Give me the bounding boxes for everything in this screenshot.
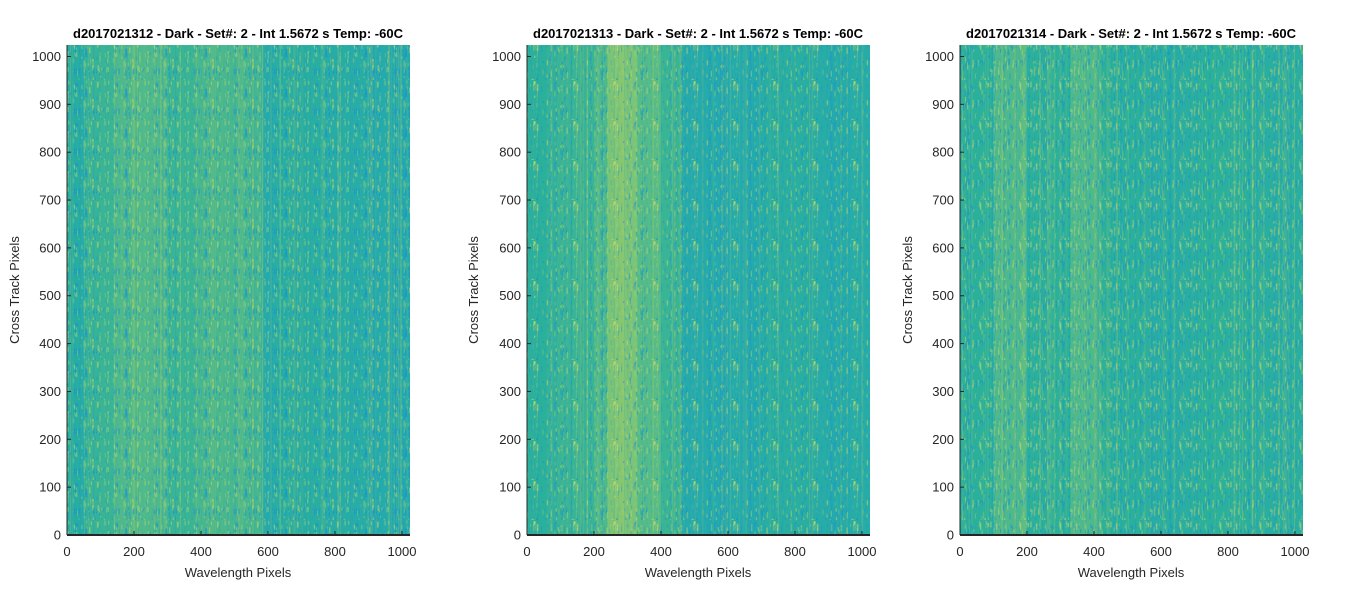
y-tick-label: 300	[932, 384, 954, 399]
y-tick-label: 100	[39, 480, 61, 495]
y-tick-label: 600	[932, 240, 954, 255]
x-tick-label: 400	[1083, 544, 1105, 559]
panel-2-plot-area	[526, 45, 870, 536]
heatmap-noise	[960, 45, 1303, 535]
panel-3-x-ticks: 0 200 400 600 800 1000	[956, 531, 1309, 559]
panel-1-x-axis-label: Wavelength Pixels	[185, 565, 292, 580]
y-tick-label: 100	[499, 480, 521, 495]
panel-2: d2017021313 - Dark - Set#: 2 - Int 1.567…	[466, 26, 876, 580]
x-tick-label: 800	[1217, 544, 1239, 559]
y-tick-label: 600	[39, 240, 61, 255]
x-tick-label: 1000	[848, 544, 877, 559]
panel-2-x-axis-label: Wavelength Pixels	[645, 565, 752, 580]
y-tick-label: 1000	[492, 49, 521, 64]
y-tick-label: 1000	[32, 49, 61, 64]
y-tick-label: 200	[499, 432, 521, 447]
panel-2-title: d2017021313 - Dark - Set#: 2 - Int 1.567…	[533, 26, 864, 41]
x-tick-label: 400	[190, 544, 212, 559]
x-tick-label: 200	[583, 544, 605, 559]
panel-3: d2017021314 - Dark - Set#: 2 - Int 1.567…	[900, 26, 1309, 580]
y-tick-label: 1000	[925, 49, 954, 64]
y-tick-label: 100	[932, 480, 954, 495]
y-tick-label: 200	[932, 432, 954, 447]
y-tick-label: 900	[499, 97, 521, 112]
panel-3-y-axis-label: Cross Track Pixels	[900, 236, 915, 344]
x-tick-label: 1000	[388, 544, 417, 559]
y-tick-label: 0	[947, 528, 954, 543]
x-tick-label: 600	[257, 544, 279, 559]
x-tick-label: 0	[956, 544, 963, 559]
y-tick-label: 800	[932, 145, 954, 160]
y-tick-label: 600	[499, 240, 521, 255]
x-tick-label: 600	[717, 544, 739, 559]
y-tick-label: 0	[54, 528, 61, 543]
x-tick-label: 400	[650, 544, 672, 559]
x-tick-label: 200	[1016, 544, 1038, 559]
panel-3-plot-area	[959, 45, 1303, 536]
x-tick-label: 0	[63, 544, 70, 559]
y-tick-label: 900	[932, 97, 954, 112]
panel-2-y-axis-label: Cross Track Pixels	[466, 236, 481, 344]
panel-3-title: d2017021314 - Dark - Set#: 2 - Int 1.567…	[966, 26, 1297, 41]
panel-1: d2017021312 - Dark - Set#: 2 - Int 1.567…	[7, 26, 416, 580]
y-tick-label: 800	[499, 145, 521, 160]
panel-1-x-ticks: 0 200 400 600 800 1000	[63, 531, 416, 559]
panel-2-y-ticks: 0 100 200 300 400 500 600 700 800 900 1000	[492, 49, 531, 543]
panel-1-y-ticks: 0 100 200 300 400 500 600 700 800 900 1000	[32, 49, 71, 543]
y-tick-label: 400	[932, 336, 954, 351]
x-tick-label: 800	[784, 544, 806, 559]
y-tick-label: 700	[39, 193, 61, 208]
x-tick-label: 600	[1150, 544, 1172, 559]
x-tick-label: 200	[123, 544, 145, 559]
y-tick-label: 500	[932, 288, 954, 303]
panel-1-title: d2017021312 - Dark - Set#: 2 - Int 1.567…	[73, 26, 404, 41]
x-tick-label: 800	[324, 544, 346, 559]
y-tick-label: 200	[39, 432, 61, 447]
y-tick-label: 800	[39, 145, 61, 160]
panel-1-y-axis-label: Cross Track Pixels	[7, 236, 22, 344]
y-tick-label: 500	[499, 288, 521, 303]
x-tick-label: 1000	[1281, 544, 1310, 559]
heatmap-noise	[67, 45, 410, 535]
y-tick-label: 400	[39, 336, 61, 351]
y-tick-label: 500	[39, 288, 61, 303]
y-tick-label: 700	[932, 193, 954, 208]
x-tick-label: 0	[523, 544, 530, 559]
y-tick-label: 700	[499, 193, 521, 208]
heatmap-noise	[527, 45, 870, 535]
y-tick-label: 900	[39, 97, 61, 112]
panel-3-x-axis-label: Wavelength Pixels	[1078, 565, 1185, 580]
y-tick-label: 400	[499, 336, 521, 351]
y-tick-label: 0	[514, 528, 521, 543]
y-tick-label: 300	[39, 384, 61, 399]
panel-3-y-ticks: 0 100 200 300 400 500 600 700 800 900 1000	[925, 49, 964, 543]
y-tick-label: 300	[499, 384, 521, 399]
panel-2-x-ticks: 0 200 400 600 800 1000	[523, 531, 876, 559]
panel-1-plot-area	[66, 45, 410, 536]
